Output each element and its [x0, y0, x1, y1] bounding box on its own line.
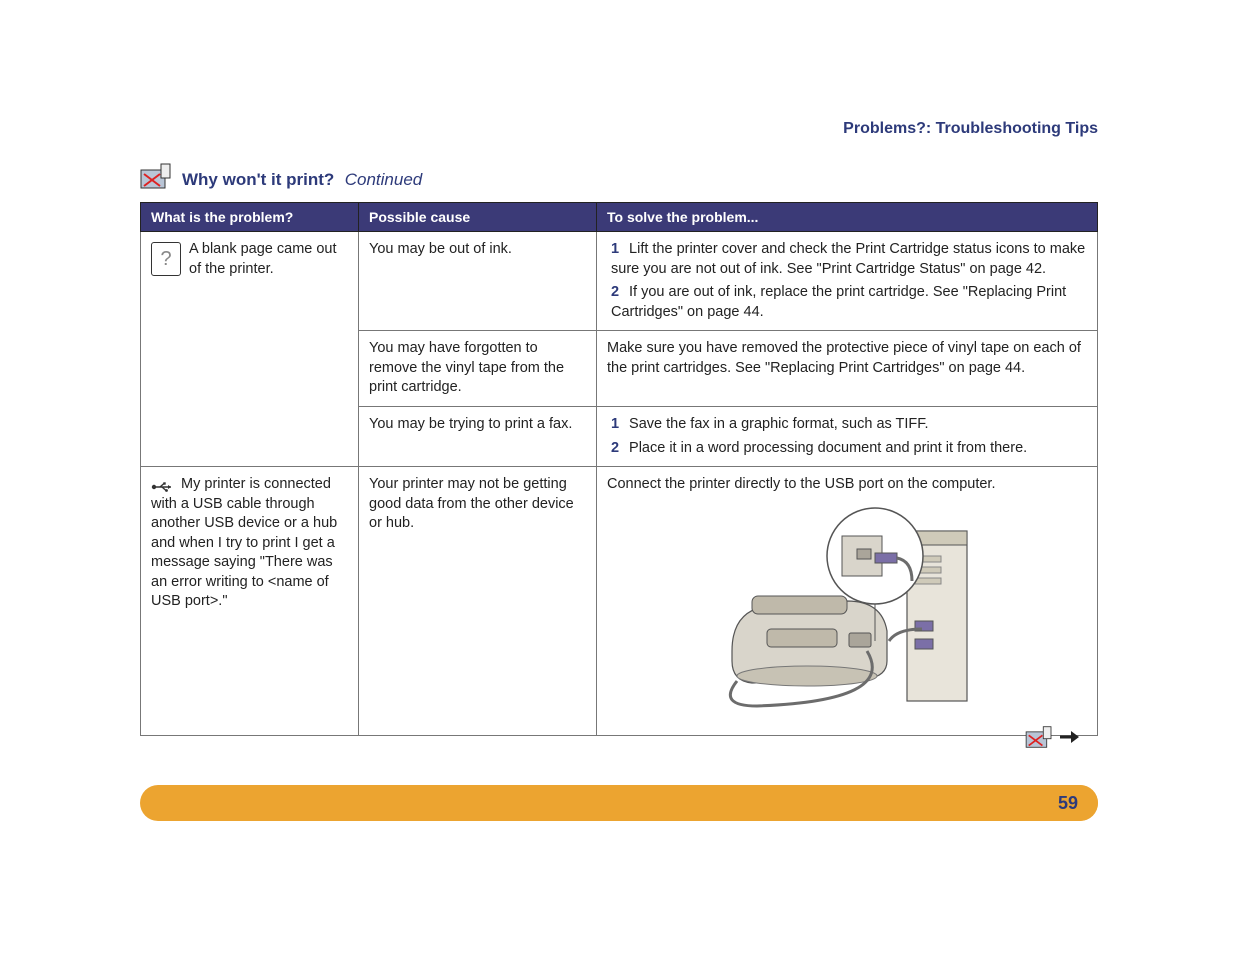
table-row: ? A blank page came out of the printer. …	[141, 232, 1098, 331]
step-number: 2	[611, 439, 625, 459]
cause-cell: You may have forgotten to remove the vin…	[359, 331, 597, 407]
breadcrumb: Problems?: Troubleshooting Tips	[140, 120, 1098, 138]
step-number: 1	[611, 240, 625, 260]
printer-error-icon	[140, 162, 172, 190]
step-text: If you are out of ink, replace the print…	[611, 284, 1066, 320]
solution-text: Connect the printer directly to the USB …	[607, 475, 1087, 495]
step-number: 1	[611, 415, 625, 435]
printer-usb-illustration	[607, 501, 1087, 728]
cause-cell: You may be trying to print a fax.	[359, 406, 597, 466]
solution-cell: 1 Save the fax in a graphic format, such…	[597, 406, 1098, 466]
table-row: My printer is connected with a USB cable…	[141, 467, 1098, 736]
usb-icon	[151, 479, 173, 489]
table-header-row: What is the problem? Possible cause To s…	[141, 203, 1098, 232]
page-footer-bar: 59	[140, 785, 1098, 821]
step-text: Place it in a word processing document a…	[629, 440, 1027, 456]
section-title: Why won't it print?	[182, 170, 334, 189]
step-text: Lift the printer cover and check the Pri…	[611, 241, 1085, 277]
troubleshooting-table: What is the problem? Possible cause To s…	[140, 202, 1098, 736]
section-heading: Why won't it print? Continued	[140, 162, 1098, 190]
page-number: 59	[1038, 785, 1098, 821]
step-text: Save the fax in a graphic format, such a…	[629, 416, 929, 432]
problem-cell: My printer is connected with a USB cable…	[141, 467, 359, 736]
step-number: 2	[611, 283, 625, 303]
col-problem: What is the problem?	[141, 203, 359, 232]
cause-cell: Your printer may not be getting good dat…	[359, 467, 597, 736]
arrow-right-icon	[1059, 729, 1079, 750]
solution-cell: Connect the printer directly to the USB …	[597, 467, 1098, 736]
solution-cell: 1 Lift the printer cover and check the P…	[597, 232, 1098, 331]
solution-cell: Make sure you have removed the protectiv…	[597, 331, 1098, 407]
manual-page: Problems?: Troubleshooting Tips Why won'…	[140, 120, 1098, 736]
problem-cell: ? A blank page came out of the printer.	[141, 232, 359, 467]
problem-text: My printer is connected with a USB cable…	[151, 476, 337, 609]
col-cause: Possible cause	[359, 203, 597, 232]
problem-text: A blank page came out of the printer.	[189, 241, 337, 277]
printer-error-icon	[1025, 725, 1053, 754]
continue-indicator	[1025, 725, 1079, 754]
blank-page-icon: ?	[151, 242, 181, 276]
col-solution: To solve the problem...	[597, 203, 1098, 232]
continued-label: Continued	[345, 170, 423, 189]
cause-cell: You may be out of ink.	[359, 232, 597, 331]
